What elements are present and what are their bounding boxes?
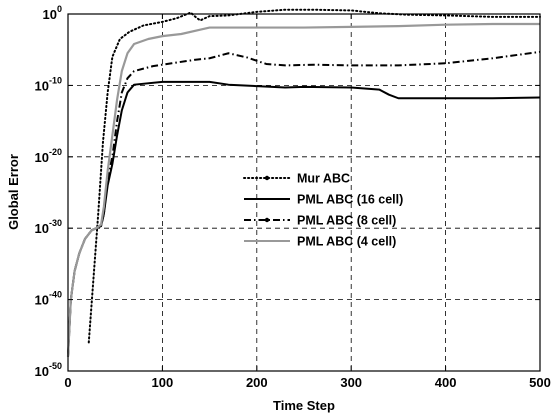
legend-item: PML ABC (8 cell)	[244, 214, 396, 228]
legend-label: Mur ABC	[297, 172, 350, 186]
x-tick-label: 100	[152, 375, 174, 390]
y-tick-exponent: 0	[57, 4, 62, 14]
series-line-4	[66, 22, 540, 357]
x-axis-label: Time Step	[273, 398, 335, 413]
y-tick-exponent: -10	[49, 75, 62, 85]
legend-marker	[264, 217, 270, 223]
grid-lines	[68, 14, 540, 371]
x-tick-label: 400	[435, 375, 457, 390]
y-axis-label: Global Error	[6, 154, 21, 230]
x-tick-label: 200	[246, 375, 268, 390]
y-tick-exponent: -50	[49, 361, 62, 371]
y-tick-exponent: -20	[49, 147, 62, 157]
legend-marker	[264, 175, 270, 181]
legend-item: PML ABC (4 cell)	[244, 235, 396, 249]
y-tick-label: 10-50	[35, 361, 62, 379]
y-tick-label: 100	[43, 4, 62, 22]
tick-marks	[67, 13, 541, 372]
y-tick-base: 10	[43, 7, 57, 22]
y-tick-label: 10-20	[35, 147, 62, 165]
legend-item: Mur ABC	[243, 172, 350, 186]
legend-label: PML ABC (4 cell)	[297, 235, 396, 249]
x-tick-labels: 0 100 200 300 400 500	[64, 375, 550, 390]
y-tick-base: 10	[35, 293, 49, 308]
legend: Mur ABC PML ABC (16 cell) PML ABC (8 cell)…	[243, 172, 403, 249]
series-line-1	[87, 8, 541, 344]
y-tick-base: 10	[35, 221, 49, 236]
series-layer	[66, 8, 541, 357]
y-tick-base: 10	[35, 150, 49, 165]
legend-item: PML ABC (16 cell)	[244, 193, 403, 207]
y-tick-label: 10-10	[35, 75, 62, 93]
x-tick-label: 500	[529, 375, 551, 390]
y-tick-label: 10-40	[35, 290, 62, 308]
x-tick-label: 300	[340, 375, 362, 390]
legend-label: PML ABC (8 cell)	[297, 214, 396, 228]
plot-area	[68, 14, 540, 371]
y-tick-base: 10	[35, 364, 49, 379]
y-tick-exponent: -30	[49, 218, 62, 228]
plot-frame	[67, 13, 541, 372]
y-tick-exponent: -40	[49, 290, 62, 300]
y-tick-label: 10-30	[35, 218, 62, 236]
y-tick-base: 10	[35, 78, 49, 93]
legend-label: PML ABC (16 cell)	[297, 193, 403, 207]
x-tick-label: 0	[64, 375, 71, 390]
